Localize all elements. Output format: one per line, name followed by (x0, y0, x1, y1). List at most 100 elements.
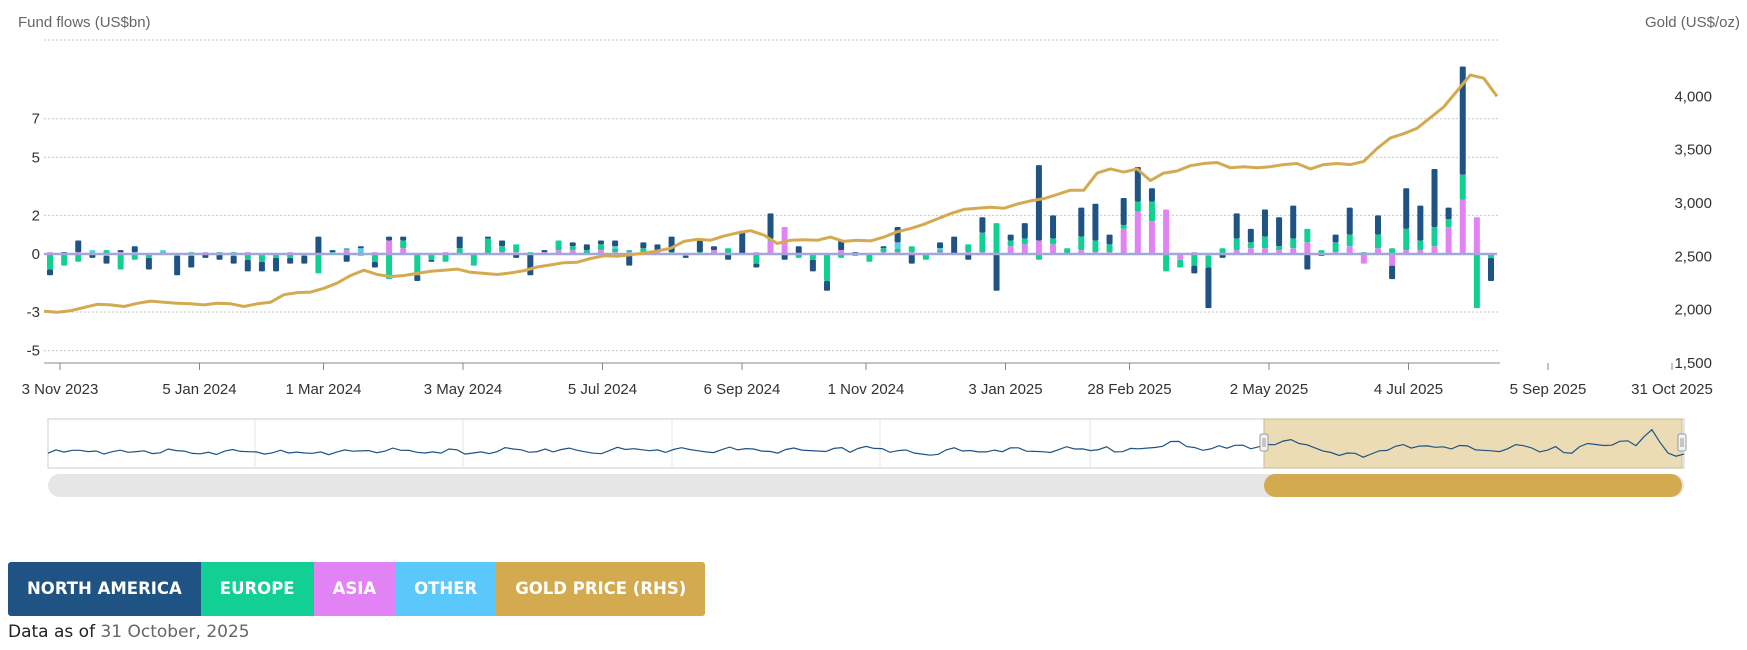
y2-tick-label: 3,000 (1674, 195, 1712, 212)
bar-europe (75, 254, 82, 262)
bar-asia (1473, 217, 1480, 254)
bar-north-america (753, 263, 760, 268)
bar-other (937, 248, 944, 251)
x-axis: 3 Nov 2023 5 Jan 2024 1 Mar 2024 3 May 2024… (22, 362, 1713, 398)
bar-europe (1261, 236, 1268, 249)
y2-tick-label: 4,000 (1674, 88, 1712, 105)
bar-north-america (1389, 265, 1396, 280)
bar-europe (1120, 225, 1127, 229)
legend-europe-button[interactable]: EUROPE (200, 562, 314, 616)
bar-europe (442, 254, 449, 262)
bar-europe (569, 246, 576, 251)
bar-asia (1360, 254, 1367, 264)
bar-europe (1219, 248, 1226, 254)
bar-europe (1177, 259, 1184, 268)
x-tick-label: 3 Jan 2025 (968, 381, 1042, 398)
bar-north-america (1007, 234, 1014, 241)
bar-europe (1092, 240, 1099, 253)
bar-asia (1290, 248, 1297, 254)
bar-europe (1417, 240, 1424, 251)
bar-north-america (484, 236, 491, 239)
bar-europe (499, 246, 506, 253)
bar-asia (1304, 242, 1311, 254)
bar-north-america (1035, 165, 1042, 241)
bar-north-america (1148, 188, 1155, 202)
bar-north-america (428, 259, 435, 262)
bar-north-america (103, 255, 110, 264)
y-tick-label: 7 (32, 111, 40, 128)
bar-europe (1389, 248, 1396, 254)
bar-north-america (273, 257, 280, 272)
bar-north-america (1431, 168, 1438, 227)
bar-north-america (894, 226, 901, 243)
bar-north-america (371, 261, 378, 268)
bar-north-america (795, 246, 802, 254)
bar-north-america (1374, 215, 1381, 235)
y2-tick-label: 2,000 (1674, 302, 1712, 319)
y-tick-label: 0 (32, 246, 40, 263)
bar-north-america (357, 246, 364, 249)
bar-north-america (809, 259, 816, 272)
bar-asia (1050, 244, 1057, 254)
bar-europe (244, 254, 251, 260)
bar-north-america (1261, 209, 1268, 237)
bar-europe (1035, 254, 1042, 260)
x-tick-label: 1 Nov 2024 (828, 381, 905, 398)
fund-flows-chart: Fund flows (US$bn) Gold (US$/oz) 7 5 2 0 -3 -… (18, 14, 1740, 497)
bar-europe (47, 254, 53, 270)
bar-europe (993, 223, 1000, 254)
bar-europe (1163, 254, 1170, 272)
bar-europe (1233, 238, 1240, 251)
bar-north-america (1106, 234, 1113, 245)
bar-europe (1374, 234, 1381, 249)
bar-asia (1021, 244, 1028, 254)
legend-other-button[interactable]: OTHER (395, 562, 497, 616)
bar-north-america (626, 254, 633, 266)
bar-north-america (1078, 207, 1085, 237)
bar-north-america (937, 242, 944, 249)
bar-europe (117, 254, 124, 270)
range-navigator[interactable] (47, 418, 1687, 497)
bar-asia (1389, 254, 1396, 266)
y-tick-label: -5 (27, 343, 40, 360)
x-tick-label: 31 Oct 2025 (1631, 381, 1713, 398)
bar-north-america (654, 244, 661, 251)
bar-north-america (131, 246, 138, 253)
bar-europe (979, 232, 986, 253)
bar-europe (1078, 236, 1085, 251)
bar-other (894, 242, 901, 249)
bar-north-america (612, 240, 619, 247)
x-tick-label: 3 May 2024 (424, 381, 502, 398)
bar-north-america (230, 255, 237, 264)
bar-asia (767, 240, 774, 254)
bar-europe (894, 248, 901, 253)
bar-north-america (583, 244, 590, 251)
right-axis-title: Gold (US$/oz) (1645, 14, 1740, 31)
left-axis-ticks: 7 5 2 0 -3 -5 (27, 111, 40, 360)
bar-asia (1346, 246, 1353, 254)
x-tick-label: 1 Mar 2024 (286, 381, 362, 398)
bar-north-america (1233, 213, 1240, 239)
legend-asia-button[interactable]: ASIA (313, 562, 396, 616)
bar-europe (626, 250, 633, 253)
x-tick-label: 5 Sep 2025 (1510, 381, 1587, 398)
bar-north-america (343, 254, 350, 262)
bar-north-america (456, 236, 463, 249)
bar-europe (922, 254, 929, 260)
bar-europe (414, 254, 421, 276)
x-tick-label: 28 Feb 2025 (1087, 381, 1171, 398)
flow-bars[interactable] (47, 66, 1494, 309)
bar-north-america (1304, 254, 1311, 270)
bar-europe (1007, 240, 1014, 247)
gold-price-line[interactable] (43, 73, 1499, 314)
bar-north-america (1488, 257, 1494, 282)
bar-europe (1106, 244, 1113, 253)
bar-asia (1261, 248, 1268, 254)
bar-europe (1403, 228, 1410, 251)
bar-europe (1290, 238, 1297, 249)
legend-north-america-button[interactable]: NORTH AMERICA (8, 562, 201, 616)
bar-north-america (640, 242, 647, 249)
bar-asia (1035, 240, 1042, 254)
legend-gold-price-button[interactable]: GOLD PRICE (RHS) (496, 562, 706, 616)
bar-north-america (499, 240, 506, 247)
